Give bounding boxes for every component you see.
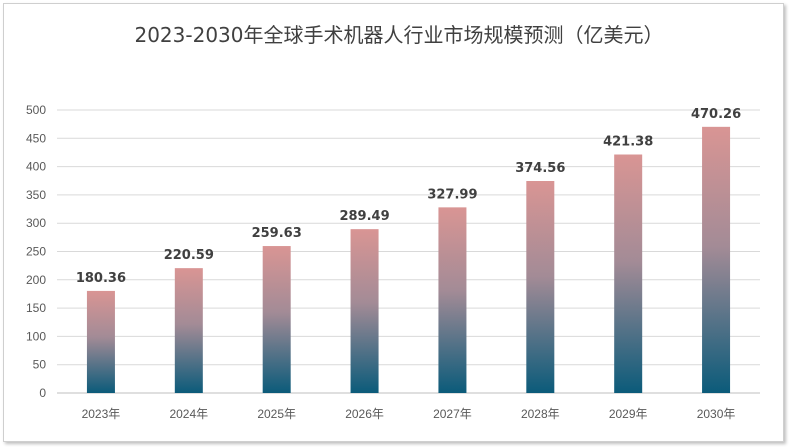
y-tick-label: 200 xyxy=(26,273,46,287)
data-label: 374.56 xyxy=(515,161,565,176)
data-label: 470.26 xyxy=(691,107,741,122)
bar xyxy=(438,207,467,393)
y-tick-label: 150 xyxy=(26,301,46,315)
x-tick-label: 2023年 xyxy=(82,407,121,421)
y-tick-label: 300 xyxy=(26,216,46,230)
x-tick-label: 2024年 xyxy=(169,407,208,421)
chart-frame: 2023-2030年全球手术机器人行业市场规模预测（亿美元） xyxy=(3,3,784,442)
bar xyxy=(526,180,555,393)
x-tick-label: 2026年 xyxy=(345,407,384,421)
y-tick-label: 400 xyxy=(26,160,46,174)
bar xyxy=(174,268,203,393)
x-tick-label: 2025年 xyxy=(257,407,296,421)
bars: 180.36 220.59 259.63 289.49 327.99 374.56 421.… xyxy=(76,107,741,394)
data-label: 220.59 xyxy=(164,248,214,263)
y-tick-label: 50 xyxy=(33,358,47,372)
x-tick-label: 2029年 xyxy=(609,407,648,421)
x-tick-label: 2028年 xyxy=(521,407,560,421)
data-label: 289.49 xyxy=(339,209,389,224)
data-label: 180.36 xyxy=(76,271,126,286)
x-axis: 2023年 2024年 2025年 2026年 2027年 2028年 2029年 2030年 xyxy=(82,407,736,421)
data-label: 327.99 xyxy=(427,187,477,202)
y-tick-label: 500 xyxy=(26,103,46,117)
gridlines xyxy=(57,109,760,394)
data-label: 259.63 xyxy=(252,226,302,241)
y-tick-label: 250 xyxy=(26,245,46,259)
x-tick-label: 2027年 xyxy=(433,407,472,421)
chart-title: 2023-2030年全球手术机器人行业市场规模预测（亿美元） xyxy=(134,23,664,47)
y-axis: 0 50 100 150 200 250 300 350 400 450 500 xyxy=(26,103,46,400)
data-label: 421.38 xyxy=(603,134,653,149)
bar xyxy=(614,154,643,393)
bar xyxy=(86,290,115,393)
y-tick-label: 100 xyxy=(26,329,46,343)
x-tick-label: 2030年 xyxy=(697,407,736,421)
y-tick-label: 450 xyxy=(26,131,46,145)
bar xyxy=(350,229,379,393)
bar xyxy=(702,126,731,394)
y-tick-label: 350 xyxy=(26,188,46,202)
bar xyxy=(262,246,291,393)
y-tick-label: 0 xyxy=(39,386,46,400)
